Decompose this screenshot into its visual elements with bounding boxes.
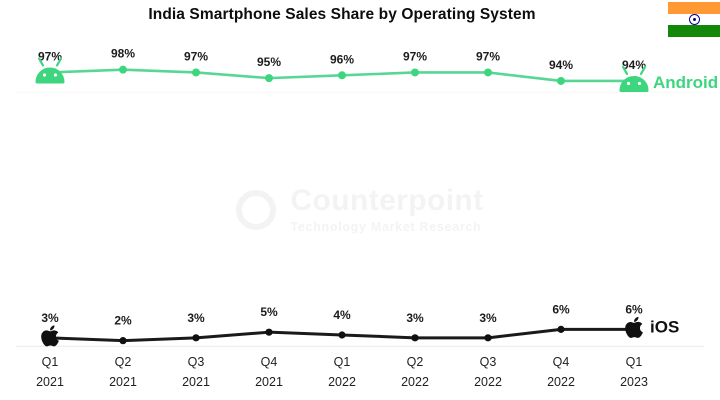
android-icon-part — [621, 65, 629, 76]
android-data-point — [265, 74, 273, 83]
ios-data-point — [119, 337, 127, 345]
android-icon-part — [619, 75, 649, 92]
ios-data-point-label: 3% — [41, 311, 59, 325]
android-icon-part — [53, 73, 58, 77]
android-icon-part — [55, 57, 63, 67]
android-data-point — [484, 68, 492, 77]
android-data-point — [119, 65, 127, 74]
x-axis-quarter-label: Q4 — [261, 355, 278, 369]
x-axis-year-label: 2022 — [401, 375, 429, 389]
ios-data-point-label: 3% — [406, 311, 424, 325]
ios-data-point — [265, 328, 273, 336]
android-data-point-label: 98% — [111, 47, 135, 61]
android-icon — [619, 65, 649, 92]
watermark-tagline: Technology Market Research — [290, 220, 482, 234]
android-data-point — [557, 76, 565, 85]
watermark-brand: Counterpoint — [290, 184, 484, 217]
x-axis-year-label: 2023 — [620, 375, 648, 389]
ios-data-point — [557, 325, 565, 333]
android-icon — [35, 57, 65, 84]
watermark: Counterpoint Technology Market Research — [0, 186, 720, 234]
counterpoint-logo-icon — [236, 190, 277, 230]
flag-white-stripe — [668, 13, 720, 26]
android-data-point-label: 97% — [476, 49, 500, 63]
ios-data-point-label: 5% — [260, 305, 278, 319]
flag-green-stripe — [668, 25, 720, 38]
android-data-point — [338, 71, 346, 80]
ios-data-point — [192, 334, 200, 342]
x-axis-quarter-label: Q3 — [188, 355, 205, 369]
india-flag-icon — [668, 2, 720, 38]
android-data-point — [192, 68, 200, 77]
x-axis-quarter-label: Q1 — [42, 355, 59, 369]
ios-data-point-label: 2% — [114, 314, 132, 328]
x-axis-quarter-label: Q3 — [480, 355, 497, 369]
ios-data-point-label: 3% — [479, 311, 497, 325]
android-icon-part — [637, 81, 642, 86]
android-data-point-label: 97% — [403, 49, 427, 63]
ios-data-point — [411, 334, 419, 342]
x-axis-year-label: 2022 — [328, 375, 356, 389]
android-data-point-label: 96% — [330, 52, 354, 66]
x-axis-quarter-label: Q1 — [334, 355, 351, 369]
ios-data-point — [338, 331, 346, 339]
android-data-point-label: 97% — [184, 49, 208, 63]
page-title: India Smartphone Sales Share by Operatin… — [148, 6, 536, 23]
x-axis-quarter-label: Q1 — [626, 355, 643, 369]
apple-icon — [41, 325, 59, 347]
android-icon-part — [37, 57, 45, 67]
android-data-point-label: 97% — [38, 49, 62, 63]
watermark-text: Counterpoint Technology Market Research — [290, 184, 484, 235]
x-axis-year-label: 2021 — [182, 375, 210, 389]
android-data-point-label: 95% — [257, 55, 281, 69]
android-data-point — [411, 68, 419, 77]
android-data-point-label: 94% — [549, 58, 573, 72]
x-axis-year-label: 2021 — [36, 375, 64, 389]
x-axis-year-label: 2021 — [109, 375, 137, 389]
x-axis-quarter-label: Q2 — [115, 355, 132, 369]
series-label-android: Android — [653, 73, 718, 92]
ios-data-point-label: 6% — [552, 302, 570, 316]
series-label-ios: iOS — [650, 317, 679, 336]
ios-data-point-label: 4% — [333, 308, 351, 322]
ios-data-point-label: 3% — [187, 311, 205, 325]
android-icon-part — [639, 65, 647, 76]
android-data-point-label: 94% — [622, 58, 646, 72]
x-axis-year-label: 2022 — [474, 375, 502, 389]
x-axis-year-label: 2021 — [255, 375, 283, 389]
apple-icon — [625, 316, 643, 338]
x-axis-quarter-label: Q2 — [407, 355, 424, 369]
android-icon-part — [35, 67, 65, 84]
ios-data-point-label: 6% — [625, 302, 643, 316]
ashoka-chakra-icon — [688, 14, 700, 26]
x-axis-quarter-label: Q4 — [553, 355, 570, 369]
flag-saffron-stripe — [668, 2, 720, 14]
android-icon-part — [42, 73, 47, 77]
x-axis-year-label: 2022 — [547, 375, 575, 389]
ios-data-point — [484, 334, 492, 342]
android-icon-part — [626, 81, 631, 86]
